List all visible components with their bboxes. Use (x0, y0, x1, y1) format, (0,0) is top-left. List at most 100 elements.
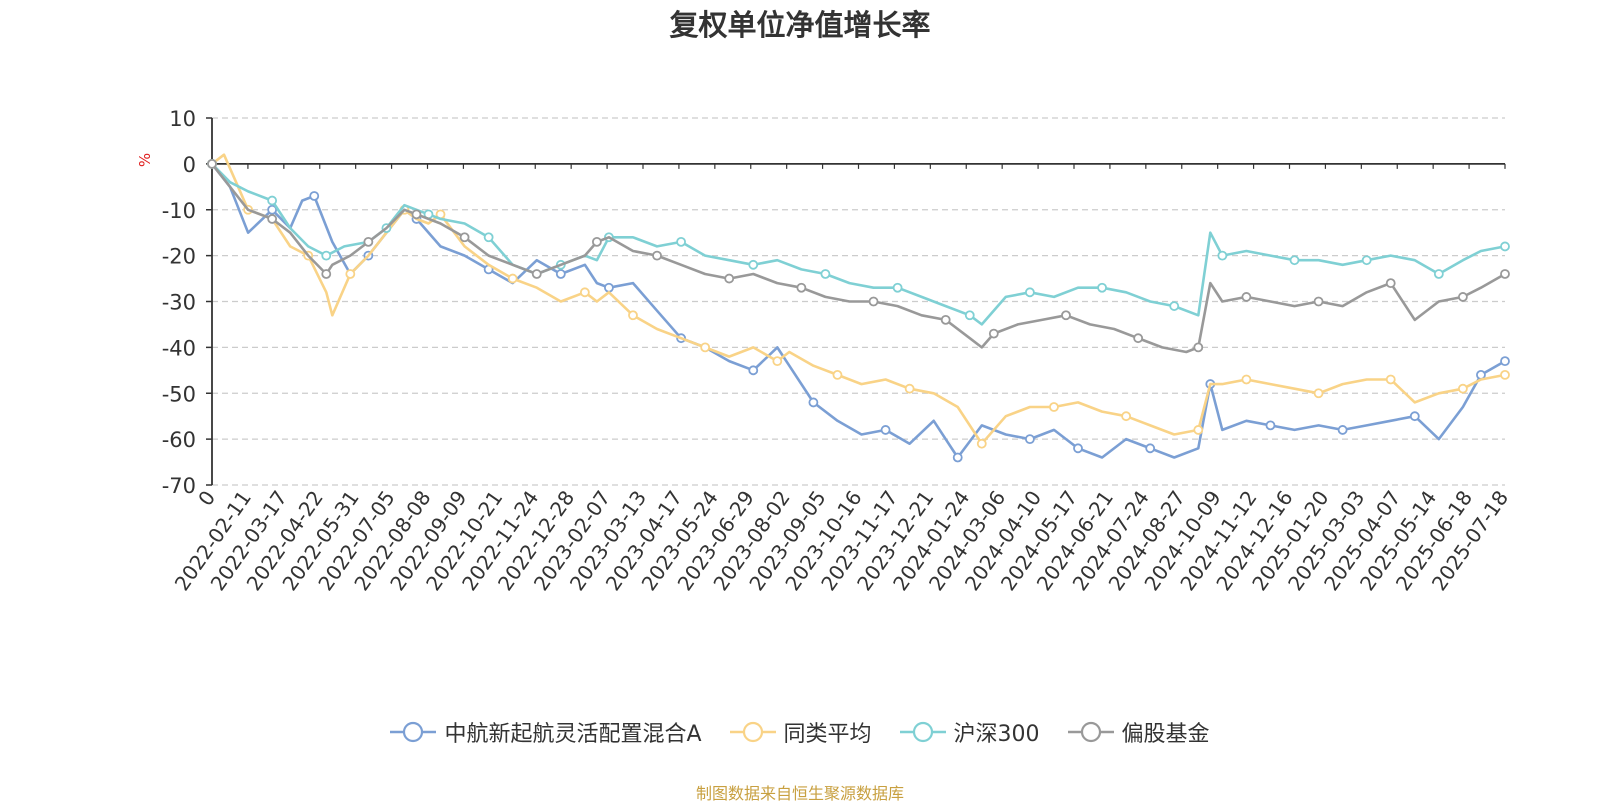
series-point-0 (952, 452, 963, 463)
series-point-3 (267, 214, 278, 224)
series-point-2 (1433, 269, 1444, 279)
legend-label: 中航新起航灵活配置混合A (444, 722, 702, 747)
y-tick-label: -40 (162, 336, 196, 360)
series-line-1 (211, 153, 1506, 446)
series-point-0 (604, 282, 614, 293)
series-point-1 (345, 269, 356, 279)
y-tick-label: 0 (183, 153, 196, 177)
series-point-2 (1500, 241, 1510, 252)
axes (206, 117, 1506, 486)
series-point-1 (1193, 425, 1204, 435)
y-tick-label: 10 (169, 107, 196, 131)
series-point-0 (880, 425, 891, 435)
series-point-1 (1121, 411, 1132, 422)
series-point-2 (267, 195, 278, 206)
chart-title: 复权单位净值增长率 (669, 8, 931, 42)
series-point-2 (748, 259, 759, 270)
series-point-1 (832, 369, 843, 380)
series-point-3 (321, 269, 332, 279)
series-point-3 (1385, 278, 1396, 289)
series-point-1 (628, 310, 638, 321)
series-point-3 (988, 328, 999, 339)
series-point-3 (652, 250, 662, 261)
legend-item[interactable]: 偏股基金 (1067, 716, 1210, 748)
series-point-2 (892, 282, 903, 293)
series-point-2 (820, 269, 831, 279)
series-point-0 (808, 397, 819, 408)
series-point-0 (1024, 434, 1035, 445)
series-point-3 (459, 232, 470, 243)
series-point-2 (1169, 301, 1180, 311)
series-point-2 (964, 310, 975, 321)
y-tick-label: -70 (162, 474, 196, 498)
series-point-1 (700, 342, 711, 353)
series-point-1 (904, 383, 915, 394)
y-axis-label: % (136, 153, 154, 167)
legend-label: 沪深300 (953, 722, 1040, 747)
series-point-3 (940, 314, 951, 325)
legend-item[interactable]: 同类平均 (729, 716, 872, 748)
series-point-3 (796, 282, 807, 293)
series-point-2 (1097, 282, 1107, 293)
source-note: 制图数据来自恒生聚源数据库 (695, 784, 904, 803)
series-point-1 (1049, 402, 1059, 412)
series-point-2 (1289, 255, 1300, 266)
legend-swatch-icon (390, 721, 437, 743)
series-point-3 (1193, 342, 1204, 353)
legend-swatch-icon (729, 721, 776, 743)
series-point-3 (868, 296, 879, 307)
y-tick-label: -30 (162, 291, 196, 315)
legend-label: 同类平均 (783, 722, 872, 747)
series-point-3 (1313, 296, 1324, 307)
series-lines (207, 153, 1510, 463)
y-tick-label: -60 (162, 428, 196, 452)
legend-swatch-icon (899, 721, 946, 743)
series-point-0 (309, 191, 320, 201)
series-point-3 (411, 209, 422, 220)
legend-swatch-icon (1067, 721, 1114, 743)
legend-item[interactable]: 沪深300 (899, 716, 1040, 748)
axis-labels: 100-10-20-30-40-50-60-70%02022-02-112022… (136, 107, 1513, 595)
series-line-3 (210, 163, 1506, 354)
y-tick-label: -10 (162, 199, 196, 223)
x-tick-label: 0 (193, 486, 220, 510)
series-point-0 (555, 269, 566, 279)
series-point-1 (1313, 388, 1324, 399)
series-point-1 (1385, 374, 1396, 385)
series-point-3 (207, 158, 217, 169)
series-point-1 (1458, 383, 1468, 394)
series-point-0 (1145, 443, 1156, 454)
series-point-3 (1061, 310, 1071, 321)
series-point-1 (772, 356, 783, 367)
series-point-2 (483, 232, 494, 243)
series-point-1 (1500, 369, 1510, 380)
series-point-0 (267, 204, 278, 215)
series-point-3 (591, 236, 602, 247)
series-point-1 (507, 273, 518, 284)
series-point-0 (748, 365, 759, 376)
series-point-1 (976, 438, 987, 449)
series-point-2 (1361, 255, 1372, 266)
line-chart: 100-10-20-30-40-50-60-70%02022-02-112022… (136, 107, 1513, 595)
series-point-3 (531, 269, 542, 279)
series-point-0 (1500, 356, 1510, 367)
series-point-1 (1241, 374, 1252, 385)
series-point-2 (1217, 250, 1228, 261)
series-point-0 (1265, 420, 1276, 431)
series-point-3 (1458, 292, 1468, 302)
series-point-3 (363, 236, 374, 247)
legend: 中航新起航灵活配置混合A 同类平均 沪深300 偏股基金 (0, 716, 1600, 748)
series-point-2 (321, 250, 332, 261)
series-point-3 (724, 273, 735, 284)
series-point-3 (1133, 333, 1144, 344)
y-tick-label: -50 (162, 382, 196, 406)
series-point-3 (1241, 292, 1252, 302)
series-point-0 (1337, 425, 1348, 435)
series-point-1 (579, 287, 590, 298)
series-point-0 (1409, 411, 1420, 422)
legend-label: 偏股基金 (1121, 722, 1210, 747)
y-tick-label: -20 (162, 245, 196, 269)
series-point-2 (1024, 287, 1035, 298)
series-point-0 (1073, 443, 1083, 454)
legend-item[interactable]: 中航新起航灵活配置混合A (390, 716, 702, 748)
